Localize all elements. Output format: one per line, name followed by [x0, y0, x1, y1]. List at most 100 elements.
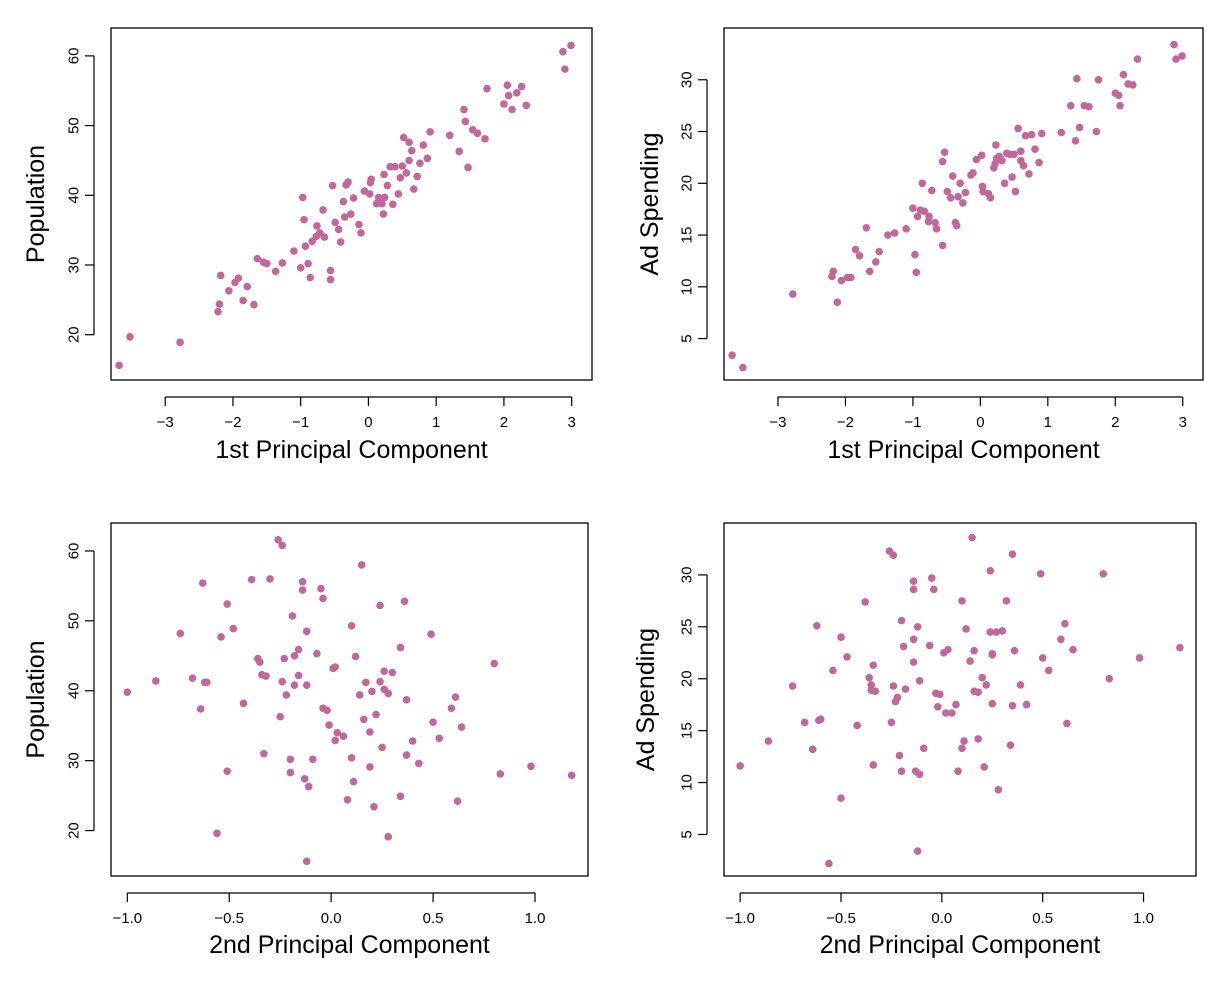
data-point: [300, 215, 308, 224]
data-point: [559, 47, 567, 56]
data-point: [355, 691, 364, 699]
data-point: [1066, 101, 1075, 110]
y-tick-label: 60: [66, 48, 83, 65]
data-point: [902, 225, 910, 233]
data-point: [929, 585, 938, 594]
data-point: [728, 351, 736, 359]
data-point: [365, 190, 374, 198]
data-point: [561, 65, 569, 73]
data-point: [992, 628, 1001, 636]
data-point: [313, 649, 321, 658]
data-point: [919, 744, 928, 753]
data-point: [380, 667, 388, 675]
data-point: [869, 761, 878, 769]
data-point: [1031, 145, 1039, 153]
data-point: [966, 657, 974, 665]
data-point: [460, 105, 468, 114]
data-point: [1000, 179, 1009, 188]
data-point: [423, 154, 432, 163]
data-point: [1044, 666, 1053, 675]
data-point: [855, 251, 864, 260]
data-point: [400, 597, 409, 606]
data-point: [282, 691, 291, 699]
data-point: [384, 689, 393, 698]
data-point: [347, 754, 356, 762]
data-point: [800, 718, 809, 727]
data-point: [988, 650, 997, 658]
data-point: [298, 577, 307, 586]
data-point: [396, 792, 405, 801]
data-point: [1075, 123, 1084, 132]
data-point: [817, 715, 825, 724]
data-point: [214, 307, 222, 316]
data-point: [972, 155, 981, 164]
x-axis-title: 1st Principal Component: [827, 436, 1099, 464]
data-point: [869, 661, 878, 670]
data-point: [370, 802, 378, 811]
data-point: [263, 259, 271, 268]
data-point: [986, 566, 995, 575]
data-point: [298, 586, 307, 594]
data-point: [402, 751, 411, 759]
x-tick-label: 0.5: [423, 910, 444, 927]
data-point: [216, 271, 225, 280]
data-point: [405, 138, 413, 147]
data-point: [349, 194, 358, 202]
data-point: [837, 794, 845, 802]
data-point: [326, 275, 335, 284]
data-point: [992, 141, 1000, 149]
x-tick-label: 1.0: [525, 910, 546, 927]
data-point: [943, 187, 952, 196]
data-point: [278, 259, 287, 267]
data-point: [1038, 654, 1047, 662]
data-point: [938, 157, 947, 166]
data-point: [496, 770, 505, 778]
x-tick-label: 1: [1044, 414, 1052, 431]
data-point: [1008, 701, 1017, 710]
data-point: [278, 677, 287, 686]
data-point: [152, 677, 160, 685]
y-axis-title: Population: [22, 640, 50, 758]
data-point: [302, 627, 311, 636]
data-point: [331, 736, 340, 745]
data-point: [1021, 131, 1030, 140]
data-point: [998, 156, 1006, 165]
data-point: [262, 672, 270, 680]
data-point: [952, 221, 961, 230]
data-point: [911, 250, 919, 259]
data-point: [457, 723, 466, 731]
data-point: [239, 296, 247, 305]
data-point: [376, 601, 384, 610]
data-point: [196, 705, 205, 713]
x-tick-label: −1: [292, 414, 309, 431]
panel-3: −1.0 −0.5 0.0 0.5 1.0 20 30 40 50 60 2nd Principal…: [22, 522, 589, 959]
x-tick-label: 0: [364, 414, 372, 431]
data-point: [931, 218, 939, 227]
data-point: [1008, 550, 1017, 558]
data-point: [396, 643, 405, 652]
x-tick-label: 2: [500, 414, 508, 431]
data-point: [927, 186, 936, 195]
data-point: [1099, 570, 1108, 578]
data-point: [522, 101, 531, 110]
x-tick-label: −0.5: [826, 910, 856, 927]
data-point: [351, 652, 360, 661]
data-point: [306, 273, 314, 282]
y-tick-label: 5: [679, 334, 696, 342]
data-point: [215, 300, 224, 308]
data-point: [968, 533, 976, 542]
data-point: [300, 775, 309, 783]
data-point: [198, 579, 207, 587]
y-tick-label: 40: [66, 187, 83, 204]
data-point: [1114, 91, 1123, 100]
data-point: [788, 682, 797, 690]
data-point: [960, 737, 968, 745]
data-point: [828, 272, 836, 281]
data-point: [825, 859, 833, 868]
data-point: [954, 767, 962, 775]
data-point: [331, 218, 340, 227]
data-point: [938, 241, 947, 250]
data-point: [1105, 674, 1114, 683]
data-point: [229, 624, 238, 633]
data-point: [954, 192, 962, 201]
